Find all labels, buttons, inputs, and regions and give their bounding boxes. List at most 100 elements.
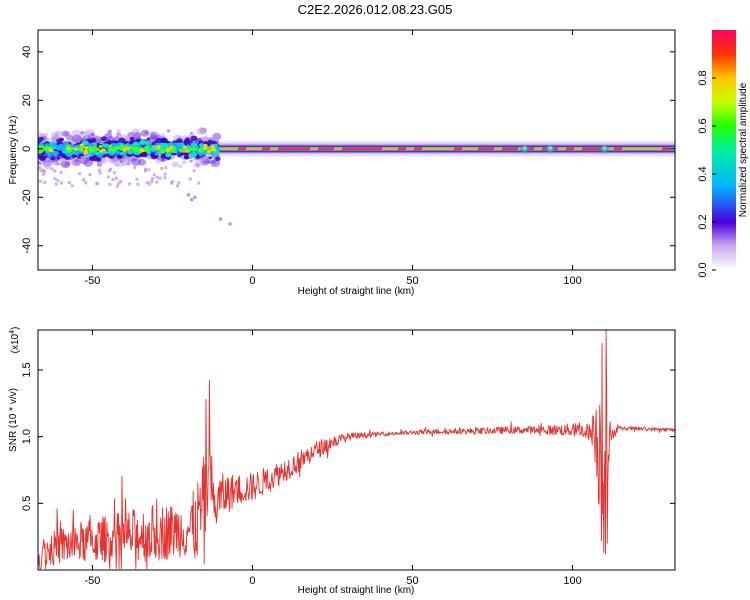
y-tick-label: -20 [21, 189, 33, 205]
noise-speck [115, 184, 119, 188]
noise-blob [208, 156, 212, 160]
noise-blob [116, 154, 121, 159]
colorbar-tick-label: 0.6 [697, 118, 709, 133]
x-tick-label: 50 [406, 275, 418, 287]
noise-blob [38, 136, 44, 142]
ridge-core [454, 147, 463, 151]
spectrogram-panel: -50 0 50 100 -40 -20 0 20 40 Height of straight … [8, 29, 676, 297]
ridge-core [326, 147, 335, 151]
x-tick-label: 0 [249, 275, 255, 287]
x-tick-label: 100 [563, 275, 581, 287]
noise-speck [54, 182, 58, 186]
y-tick-label: 40 [21, 46, 33, 58]
noise-blob [184, 155, 190, 160]
noise-blob [83, 151, 88, 155]
ridge-core [510, 147, 519, 151]
noise-blob [46, 152, 52, 157]
noise-blob [144, 140, 150, 145]
noise-speck [109, 167, 113, 171]
colorbar-tick-label: 0.2 [697, 214, 709, 229]
svg-text:(x104): (x104) [9, 327, 21, 354]
ridge-core [374, 147, 383, 151]
noise-blob [171, 161, 179, 168]
noise-blob [131, 146, 137, 150]
x-tick-label: -50 [84, 575, 100, 587]
noise-blob [185, 149, 190, 153]
noise-blob [117, 133, 122, 138]
noise-blob [92, 136, 103, 145]
noise-blob [38, 155, 46, 161]
noise-speck [78, 172, 82, 176]
noise-speck [136, 182, 140, 186]
snr-ticks: -50 0 50 100 0.5 1.0 1.5 [21, 330, 675, 587]
noise-blob [83, 159, 94, 167]
ridge-core [622, 147, 631, 151]
spectrogram-frame [37, 29, 676, 271]
noise-blob [39, 149, 44, 153]
noise-blob [181, 160, 187, 165]
noise-blob [51, 150, 59, 157]
ridge-core [414, 147, 423, 151]
colorbar-tick-label: 0.8 [697, 70, 709, 85]
noise-speck [38, 166, 42, 170]
noise-blob [61, 130, 70, 137]
ridge-core [270, 147, 279, 151]
noise-speck [67, 181, 71, 185]
y-tick-label: 1.5 [21, 362, 33, 377]
noise-speck [106, 175, 110, 179]
noise-speck [143, 169, 147, 173]
noise-blob [178, 164, 183, 169]
noise-blob [146, 137, 151, 141]
ridge-core [366, 147, 375, 151]
noise-blob [189, 151, 198, 158]
ridge-core [230, 147, 239, 151]
noise-blob [90, 137, 97, 143]
noise-speck [114, 176, 118, 180]
noise-speck [50, 167, 54, 171]
noise-blob [214, 156, 221, 162]
noise-blob [108, 152, 113, 156]
noise-blob [115, 150, 121, 155]
noise-blob [116, 129, 121, 133]
ridge-core [390, 147, 399, 151]
noise-speck [111, 177, 115, 181]
noise-speck [70, 184, 74, 188]
noise-blob [126, 149, 133, 155]
noise-blob [100, 136, 108, 142]
x-tick-label: 0 [249, 575, 255, 587]
outlier-point [186, 193, 190, 197]
y-tick-label: 1.0 [21, 429, 33, 444]
ridge-core [342, 147, 351, 151]
noise-speck [175, 184, 179, 188]
noise-blob [154, 152, 159, 156]
ridge-core [262, 147, 271, 151]
noise-blob [74, 158, 80, 163]
snr-series-line [38, 330, 675, 570]
noise-blob [108, 144, 113, 148]
colorbar-tick-label: 0.0 [697, 262, 709, 277]
ridge-core [398, 147, 407, 151]
noise-blob [198, 140, 203, 144]
noise-speck [170, 181, 174, 185]
noise-speck [82, 178, 86, 182]
snr-plot [38, 330, 675, 570]
noise-blob [94, 151, 100, 156]
snr-multiplier-exp: 4 [9, 330, 16, 334]
ridge-core [606, 147, 615, 151]
noise-blob [123, 147, 128, 152]
noise-blob [39, 141, 44, 145]
ridge-core [574, 147, 583, 151]
spectrogram-xlabel: Height of straight line (km) [298, 286, 415, 297]
noise-speck [59, 171, 63, 175]
noise-speck [155, 180, 159, 184]
ridge-core [662, 147, 671, 151]
ridge-core [542, 147, 551, 151]
noise-blob [118, 146, 123, 150]
outlier-point [228, 222, 232, 226]
noise-speck [188, 177, 192, 181]
noise-blob [77, 155, 82, 160]
noise-blob [132, 141, 139, 146]
noise-blob [171, 146, 177, 150]
ridge-core [286, 147, 295, 151]
